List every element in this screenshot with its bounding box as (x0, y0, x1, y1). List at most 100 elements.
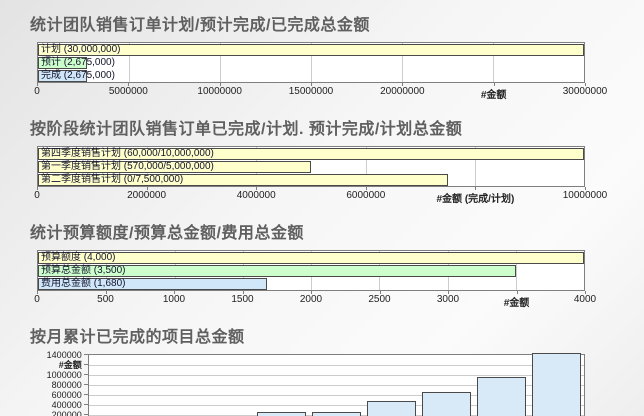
gridline (88, 375, 584, 376)
axis-tick-label: 20000000 (380, 86, 425, 97)
axis-tick-label: 15000000 (288, 86, 334, 97)
tick-mark (256, 187, 258, 190)
tick-mark (516, 291, 518, 294)
y-axis-tick-label: 1000000 (46, 370, 82, 380)
tick-mark (493, 83, 495, 86)
chart-title-budget-totals: 统计预算额度/预算总金额/费用总金额 (30, 225, 304, 242)
bar-label: 计划 (30,000,000) (41, 44, 121, 55)
axis-tick-label: 500 (97, 294, 114, 305)
bar-label: 预算总金额 (3,500) (41, 265, 126, 276)
tick-mark (379, 291, 381, 294)
bar-Sep (531, 353, 581, 416)
bar-计划 (38, 44, 584, 56)
axis-tick-label: 6000000 (346, 190, 386, 201)
section-sales-order-totals: 统计团队销售订单计划/预计完成/已完成总金额 计划 (30,000,000) 预计… (0, 11, 644, 101)
bar-第二季度销售计划 (38, 174, 448, 186)
y-axis-labels: 02000004000006000008000001000000#金额14000… (37, 350, 88, 416)
bar-预算额度 (38, 252, 584, 264)
axis-tick-label: 10000000 (562, 190, 608, 201)
x-axis: 0 5000000 10000000 15000000 20000000 #金额 30000… (34, 83, 607, 101)
bar-May (311, 411, 361, 416)
gridline (88, 365, 584, 366)
bar-完成 (38, 70, 87, 82)
tick-mark (585, 291, 586, 294)
chart-title-sales-order-by-stage: 按阶段统计团队销售订单已完成/计划. 预计完成/计划总金额 (30, 121, 463, 138)
bar-label: 第一季度销售计划 (570,000/5,000,000) (41, 161, 214, 172)
charts-dashboard: 统计团队销售订单计划/预计完成/已完成总金额 计划 (30,000,000) 预计… (0, 11, 644, 416)
tick-mark (83, 404, 88, 405)
y-axis-tick-label: 200000 (51, 410, 82, 416)
gridline (311, 43, 312, 82)
tick-mark (37, 291, 38, 294)
bar-label: 费用总金额 (1,680) (41, 278, 126, 289)
bar-Aug (476, 377, 526, 416)
gridline (220, 43, 221, 82)
bar-预算总金额 (38, 265, 516, 277)
axis-tick-label: 3000 (436, 294, 460, 305)
tick-mark (475, 187, 477, 190)
tick-mark (83, 374, 88, 375)
tick-mark (83, 384, 88, 385)
x-axis: 0 2000000 4000000 6000000 #金额 (完成/计划) 1000000… (34, 187, 607, 205)
bar-Apr (256, 411, 306, 416)
section-monthly-cumulative: 按月累计已完成的项目总金额 02000004000006000008000001… (0, 323, 644, 416)
axis-tick-label: 0 (34, 294, 40, 305)
bar-label: 预计 (2,675,000) (41, 57, 115, 68)
axis-title-label: #金额 (480, 90, 507, 101)
gridline (88, 395, 584, 396)
section-budget-totals: 统计预算额度/预算总金额/费用总金额 预算额度 (4,000) 预算总金额 (3,… (0, 219, 644, 309)
axis-title-label: #金额 (503, 298, 530, 309)
axis-tick-label: 2500 (368, 294, 391, 305)
gridline (493, 43, 494, 82)
tick-mark (585, 187, 586, 190)
axis-tick-label: 0 (34, 190, 40, 201)
axis-title-label: #金额 (58, 360, 82, 370)
y-axis-tick-label: 1400000 (46, 350, 82, 360)
plot-area: 第四季度销售计划 (60,000/10,000,000) 第一季度销售计划 (57… (37, 146, 585, 187)
gridline (365, 147, 367, 186)
y-axis-tick-label: 600000 (51, 390, 82, 400)
tick-mark (242, 291, 244, 294)
plot-area (87, 353, 585, 416)
tick-mark (311, 83, 312, 86)
tick-mark (402, 83, 404, 86)
bar-第四季度销售计划 (38, 148, 584, 160)
axis-tick-label: 10000000 (197, 86, 242, 97)
tick-mark (128, 83, 130, 86)
vchart-body: 02000004000006000008000001000000#金额14000… (37, 350, 585, 416)
axis-tick-label: 1500 (231, 294, 254, 305)
chart-title-monthly-cumulative: 按月累计已完成的项目总金额 (30, 329, 245, 346)
axis-tick-label: 5000000 (108, 86, 148, 97)
gridline (515, 251, 517, 290)
tick-mark (585, 83, 586, 86)
gridline (474, 147, 476, 186)
axis-tick-label: 1000 (162, 294, 186, 305)
axis-tick-label: 30000000 (562, 86, 608, 97)
tick-mark (174, 291, 175, 294)
section-sales-order-by-stage: 按阶段统计团队销售订单已完成/计划. 预计完成/计划总金额 第四季度销售计划 (… (0, 115, 644, 205)
gridline (402, 43, 403, 82)
plot-area: 计划 (30,000,000) 预计 (2,675,000) 完成 (2,675,0… (37, 42, 585, 83)
axis-title-label: #金额 (完成/计划) (436, 194, 515, 205)
tick-mark (83, 394, 88, 395)
bar-label: 完成 (2,675,000) (41, 70, 115, 81)
gridline (88, 385, 584, 386)
budget-totals-chart: 预算额度 (4,000) 预算总金额 (3,500) 费用总金额 (1,680) 0 5… (34, 250, 596, 309)
x-axis: 0 500 1000 1500 2000 2500 3000 #金额 4000 (34, 291, 596, 309)
tick-mark (83, 364, 88, 365)
tick-mark (365, 187, 367, 190)
bar-第一季度销售计划 (38, 161, 311, 173)
axis-tick-label: 0 (34, 86, 40, 97)
tick-mark (83, 354, 88, 355)
tick-mark (37, 83, 38, 86)
tick-mark (146, 187, 148, 190)
bar-费用总金额 (38, 278, 268, 290)
chart-title-sales-order-totals: 统计团队销售订单计划/预计完成/已完成总金额 (30, 17, 370, 34)
monthly-cumulative-chart: 02000004000006000008000001000000#金额14000… (37, 350, 585, 416)
tick-mark (219, 83, 221, 86)
tick-mark (83, 414, 88, 415)
axis-tick-label: 4000 (573, 294, 597, 305)
axis-tick-label: 2000000 (127, 190, 167, 201)
bar-Jun (366, 401, 416, 416)
bar-label: 预算额度 (4,000) (41, 252, 116, 263)
